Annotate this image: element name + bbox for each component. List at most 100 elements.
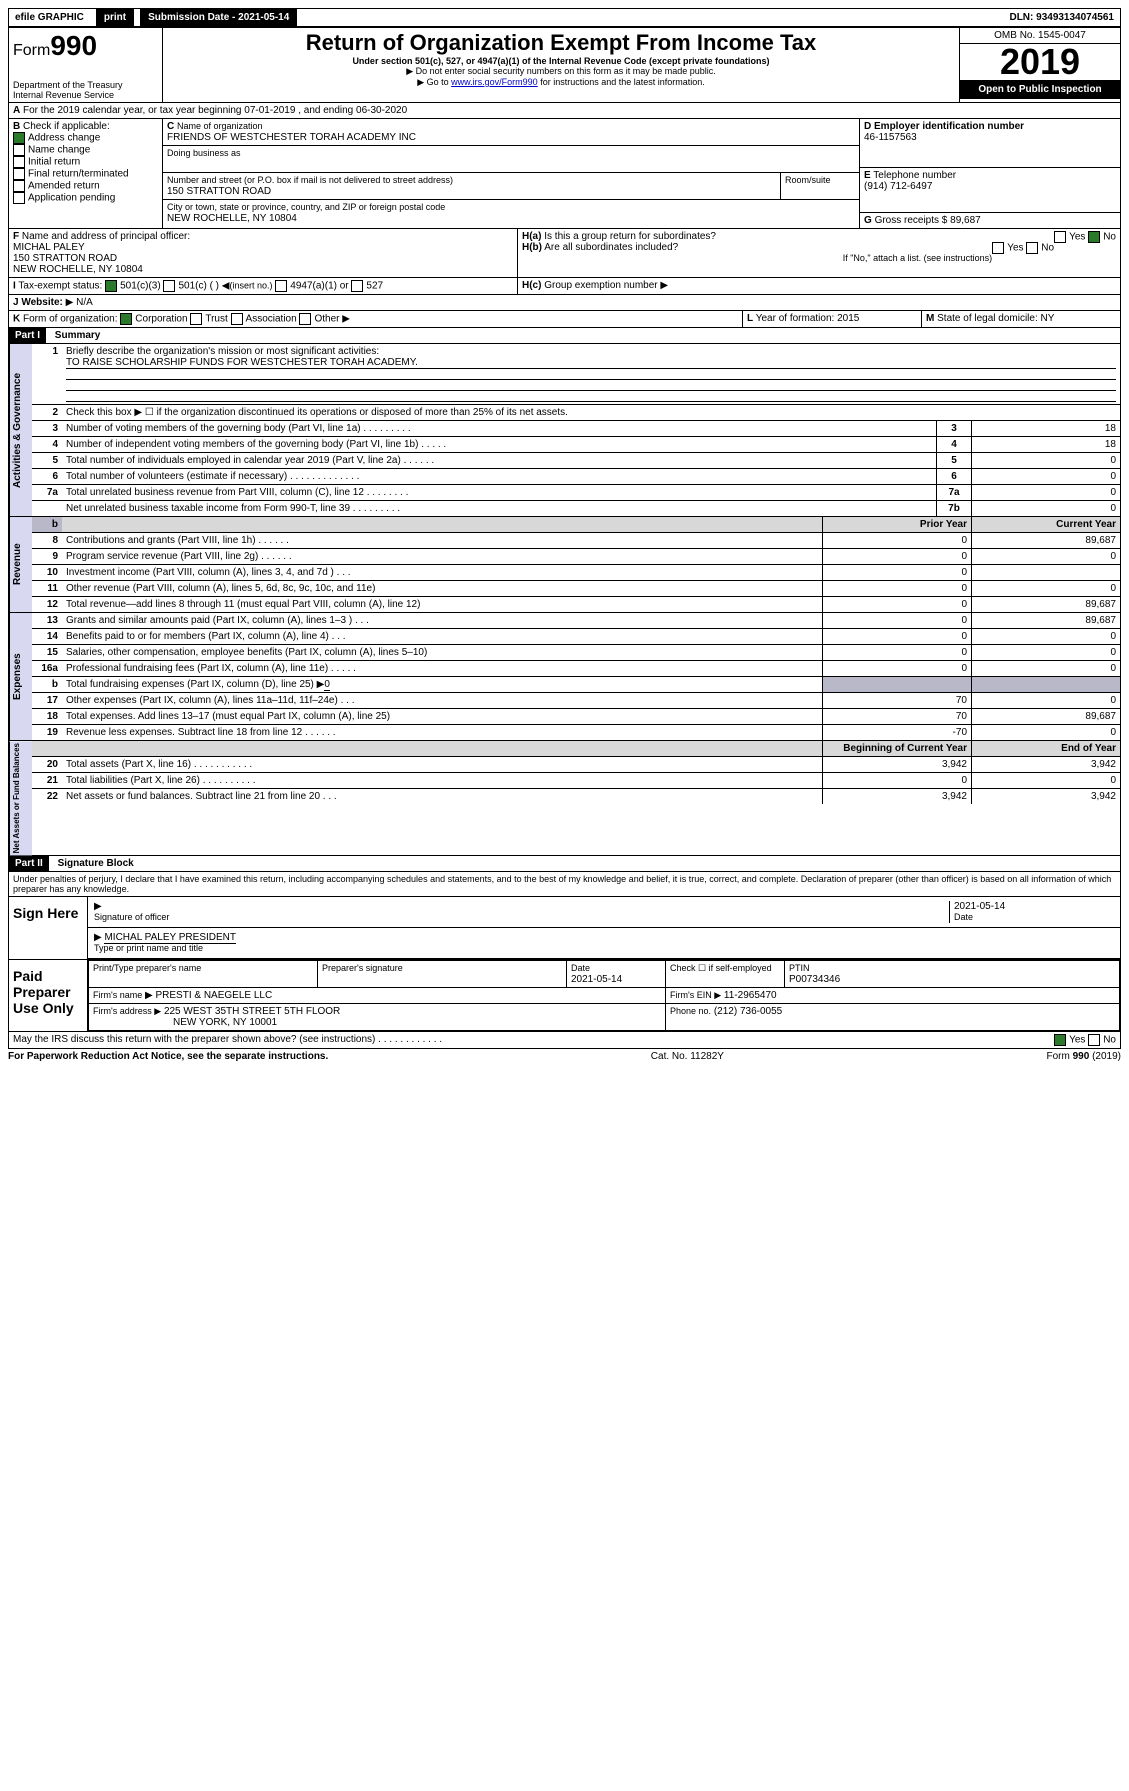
tax-period: For the 2019 calendar year, or tax year … — [23, 105, 407, 116]
4947-checkbox[interactable] — [275, 280, 287, 292]
part2-header: Part II Signature Block — [8, 856, 1121, 872]
other-checkbox[interactable] — [299, 313, 311, 325]
part1-header: Part I Summary — [8, 328, 1121, 344]
line4-val: 18 — [971, 437, 1120, 452]
netassets-section: Net Assets or Fund Balances Beginning of… — [8, 741, 1121, 856]
submission-date: Submission Date - 2021-05-14 — [140, 9, 297, 26]
l21-begin: 0 — [822, 773, 971, 788]
firm-phone: (212) 736-0055 — [714, 1006, 782, 1017]
501c3-checkbox[interactable] — [105, 280, 117, 292]
officer-group-row: F Name and address of principal officer:… — [8, 229, 1121, 278]
form-footer: Form 990 (2019) — [1047, 1051, 1121, 1062]
firm-name: PRESTI & NAEGELE LLC — [155, 990, 272, 1001]
l15-curr: 0 — [971, 645, 1120, 660]
assoc-checkbox[interactable] — [231, 313, 243, 325]
phone: (914) 712-6497 — [864, 181, 932, 192]
l22-begin: 3,942 — [822, 789, 971, 804]
527-checkbox[interactable] — [351, 280, 363, 292]
irs-label: Internal Revenue Service — [13, 90, 158, 100]
l16b-val: 0 — [324, 679, 330, 691]
l19-curr: 0 — [971, 725, 1120, 740]
l10-prior: 0 — [822, 565, 971, 580]
expenses-section: Expenses 13Grants and similar amounts pa… — [8, 613, 1121, 741]
klm-row: K Form of organization: Corporation Trus… — [8, 311, 1121, 328]
governance-section: Activities & Governance 1 Briefly descri… — [8, 344, 1121, 517]
governance-sidelabel: Activities & Governance — [9, 344, 32, 516]
top-bar: efile GRAPHIC print Submission Date - 20… — [8, 8, 1121, 27]
l21-end: 0 — [971, 773, 1120, 788]
form-title: Return of Organization Exempt From Incom… — [169, 30, 953, 56]
l8-prior: 0 — [822, 533, 971, 548]
corp-checkbox[interactable] — [120, 313, 132, 325]
ha-no-checkbox[interactable] — [1088, 231, 1100, 243]
application-pending-checkbox[interactable] — [13, 192, 25, 204]
line6-val: 0 — [971, 469, 1120, 484]
l14-prior: 0 — [822, 629, 971, 644]
trust-checkbox[interactable] — [190, 313, 202, 325]
l8-curr: 89,687 — [971, 533, 1120, 548]
identity-block: B Check if applicable: Address change Na… — [8, 119, 1121, 229]
l16a-prior: 0 — [822, 661, 971, 676]
form-number: Form990 — [13, 30, 158, 62]
l20-end: 3,942 — [971, 757, 1120, 772]
org-name: FRIENDS OF WESTCHESTER TORAH ACADEMY INC — [167, 132, 416, 143]
final-return-checkbox[interactable] — [13, 168, 25, 180]
l18-prior: 70 — [822, 709, 971, 724]
l9-curr: 0 — [971, 549, 1120, 564]
l11-curr: 0 — [971, 581, 1120, 596]
l11-prior: 0 — [822, 581, 971, 596]
hb-no-checkbox[interactable] — [1026, 242, 1038, 254]
org-city: NEW ROCHELLE, NY 10804 — [167, 213, 297, 224]
gross-receipts: 89,687 — [950, 215, 981, 226]
website-row: J Website: ▶ N/A — [8, 295, 1121, 311]
mission-text: TO RAISE SCHOLARSHIP FUNDS FOR WESTCHEST… — [66, 357, 1116, 369]
501c-checkbox[interactable] — [163, 280, 175, 292]
amended-return-checkbox[interactable] — [13, 180, 25, 192]
print-button[interactable]: print — [96, 9, 134, 26]
line7a-val: 0 — [971, 485, 1120, 500]
state-domicile: NY — [1041, 313, 1055, 324]
l19-prior: -70 — [822, 725, 971, 740]
l15-prior: 0 — [822, 645, 971, 660]
revenue-section: Revenue bPrior YearCurrent Year 8Contrib… — [8, 517, 1121, 613]
ptin: P00734346 — [789, 974, 840, 985]
line-b: b — [32, 517, 62, 532]
sign-date: 2021-05-14 — [954, 901, 1005, 912]
firm-addr2: NEW YORK, NY 10001 — [93, 1017, 277, 1028]
l16a-curr: 0 — [971, 661, 1120, 676]
l12-prior: 0 — [822, 597, 971, 612]
website: N/A — [76, 297, 93, 308]
line3-val: 18 — [971, 421, 1120, 436]
form-header: Form990 Department of the Treasury Inter… — [8, 27, 1121, 103]
ha-yes-checkbox[interactable] — [1054, 231, 1066, 243]
period-row: A For the 2019 calendar year, or tax yea… — [8, 103, 1121, 119]
l9-prior: 0 — [822, 549, 971, 564]
sign-here-block: Sign Here ▶Signature of officer 2021-05-… — [8, 897, 1121, 960]
subtitle-1: Under section 501(c), 527, or 4947(a)(1)… — [169, 56, 953, 66]
subtitle-3: ▶ Go to www.irs.gov/Form990 for instruct… — [169, 77, 953, 88]
expenses-sidelabel: Expenses — [9, 613, 32, 740]
initial-return-checkbox[interactable] — [13, 156, 25, 168]
discuss-no-checkbox[interactable] — [1088, 1034, 1100, 1046]
l14-curr: 0 — [971, 629, 1120, 644]
l13-prior: 0 — [822, 613, 971, 628]
l17-prior: 70 — [822, 693, 971, 708]
address-change-checkbox[interactable] — [13, 132, 25, 144]
tax-status-row: I Tax-exempt status: 501(c)(3) 501(c) ( … — [8, 278, 1121, 295]
paid-preparer-block: Paid Preparer Use Only Print/Type prepar… — [8, 960, 1121, 1032]
discuss-row: May the IRS discuss this return with the… — [8, 1032, 1121, 1049]
cat-no: Cat. No. 11282Y — [651, 1051, 724, 1062]
year-formation: 2015 — [837, 313, 859, 324]
org-address: 150 STRATTON ROAD — [167, 186, 271, 197]
efile-label: efile GRAPHIC — [9, 10, 90, 25]
firm-ein: 11-2965470 — [724, 990, 777, 1001]
instructions-link[interactable]: www.irs.gov/Form990 — [451, 77, 538, 87]
open-public: Open to Public Inspection — [960, 80, 1120, 99]
discuss-yes-checkbox[interactable] — [1054, 1034, 1066, 1046]
name-change-checkbox[interactable] — [13, 144, 25, 156]
l22-end: 3,942 — [971, 789, 1120, 804]
subtitle-2: ▶ Do not enter social security numbers o… — [169, 66, 953, 77]
officer-name: MICHAL PALEY — [13, 242, 85, 253]
hb-yes-checkbox[interactable] — [992, 242, 1004, 254]
line7b-val: 0 — [971, 501, 1120, 516]
